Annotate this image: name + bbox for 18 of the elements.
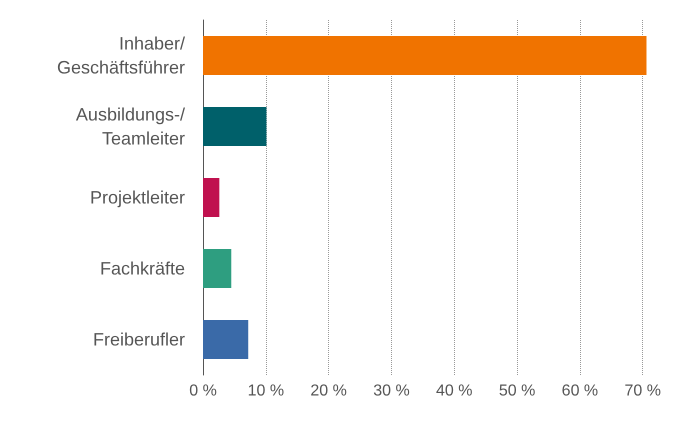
y-tick-label: Ausbildungs-/ Teamleiter: [76, 104, 186, 148]
x-tick-label: 70 %: [624, 382, 661, 400]
y-tick-label: Inhaber/ Geschäftsführer: [56, 34, 185, 78]
bar: [203, 106, 266, 146]
bar: [203, 178, 220, 218]
y-tick-label: Freiberufler: [92, 330, 186, 350]
y-tick-label: Projektleiter: [90, 188, 185, 208]
x-tick-label: 50 %: [498, 382, 536, 400]
x-tick-label: 30 %: [373, 382, 410, 400]
bar: [203, 36, 646, 76]
bar: [203, 320, 248, 360]
x-tick-label: 10 %: [248, 382, 284, 400]
x-tick-label: 60 %: [562, 382, 598, 400]
bar: [203, 248, 232, 288]
x-tick-label: 20 %: [310, 382, 347, 400]
y-tick-label: Fachkräfte: [100, 258, 185, 278]
x-tick-label: 40 %: [436, 382, 472, 400]
x-tick-label: 0 %: [189, 382, 217, 400]
